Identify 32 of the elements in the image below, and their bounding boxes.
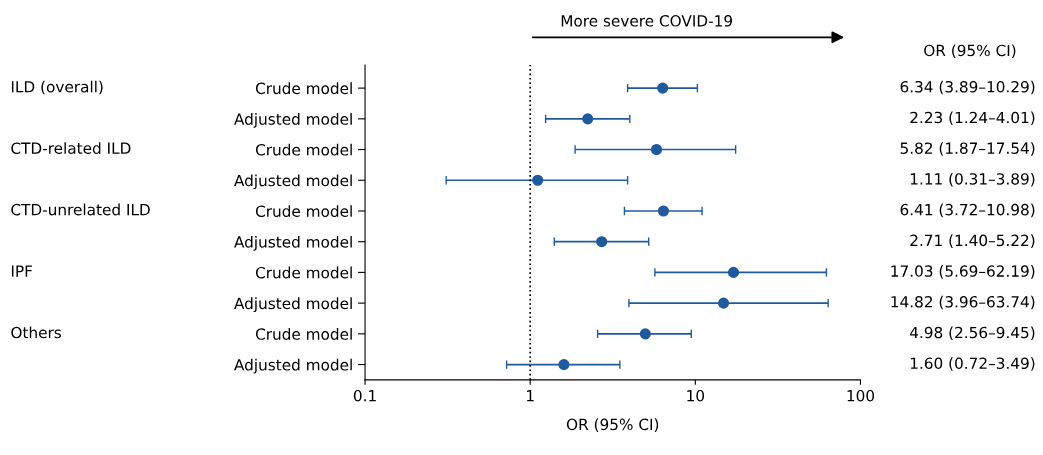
- data-label: 17.03 (5.69–62.19): [891, 265, 1035, 279]
- y-tick-label: Adjusted model: [234, 297, 352, 313]
- x-axis-title: OR (95% CI): [566, 418, 659, 432]
- y-tick-label: Adjusted model: [234, 113, 352, 128]
- data-label: 2.23 (1.24–4.01): [910, 111, 1035, 126]
- data-label: 6.41 (3.72–10.98): [900, 203, 1035, 218]
- y-tick-label: Crude model: [255, 82, 352, 95]
- data-label: 5.82 (1.87–17.54): [900, 142, 1035, 156]
- y-tick-label: Crude model: [255, 328, 352, 340]
- y2-tick-label: CTD-unrelated ILD: [11, 203, 150, 216]
- y-tick-label: Crude model: [255, 205, 352, 217]
- y-tick-label: Crude model: [255, 143, 352, 156]
- data-label: 4.98 (2.56–9.45): [909, 326, 1035, 341]
- data-label: 6.34 (3.89–10.29): [900, 80, 1035, 95]
- text: More severe COVID-19: [561, 15, 732, 27]
- x-tick-label: 1: [527, 390, 534, 402]
- y2-tick-label: ILD (overall): [11, 80, 103, 95]
- data-label: 1.60 (0.72–3.49): [910, 357, 1035, 371]
- y2-tick-label: Others: [11, 326, 62, 339]
- y-tick-label: Adjusted model: [234, 358, 352, 374]
- x-tick-label: 100: [847, 389, 875, 402]
- y-tick-label: Adjusted model: [234, 174, 352, 190]
- text: OR (95% CI): [924, 44, 1016, 58]
- data-label: 2.71 (1.40–5.22): [910, 234, 1035, 248]
- y-tick-label: Adjusted model: [234, 235, 352, 251]
- data-label: 1.11 (0.31–3.89): [910, 172, 1035, 187]
- x-tick-label: 0.1: [353, 389, 376, 402]
- y2-tick-label: CTD-related ILD: [11, 142, 131, 154]
- y2-tick-label: IPF: [11, 265, 33, 277]
- data-label: 14.82 (3.96–63.74): [891, 295, 1035, 310]
- y-tick-label: Crude model: [255, 266, 352, 279]
- x-tick-label: 10: [687, 389, 705, 402]
